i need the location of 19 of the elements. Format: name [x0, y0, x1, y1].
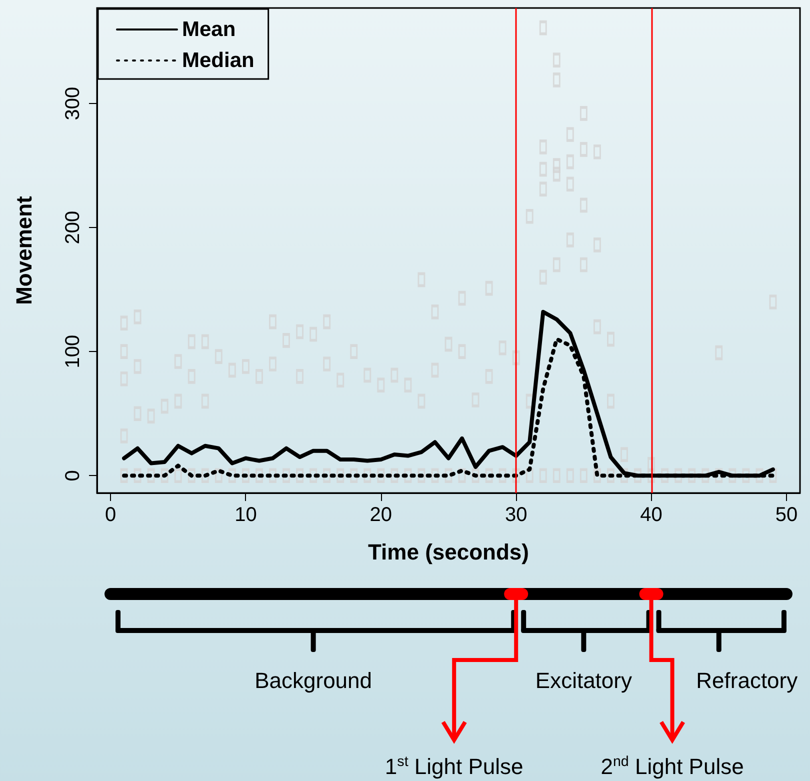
- legend-label: Median: [182, 49, 254, 72]
- legend-label: Mean: [182, 18, 236, 41]
- x-tick-label: 30: [504, 504, 528, 526]
- x-tick-label: 10: [234, 504, 257, 526]
- x-axis-title: Time (seconds): [368, 540, 529, 564]
- y-axis-title: Movement: [12, 195, 36, 305]
- text: 2$^{nd}$ Light Pulse: [600, 754, 744, 779]
- y-tick-label: 200: [62, 210, 84, 244]
- text: Background: [254, 668, 372, 693]
- text: 1$^{st}$ Light Pulse: [384, 754, 524, 779]
- y-tick-label: 100: [62, 334, 84, 368]
- x-tick-label: 50: [775, 504, 798, 526]
- y-tick-label: 0: [62, 470, 84, 482]
- x-tick-label: 40: [640, 504, 662, 526]
- text: Excitatory: [535, 668, 632, 693]
- x-tick-label: 20: [370, 504, 392, 526]
- y-tick-label: 300: [62, 86, 84, 120]
- x-tick-label: 0: [104, 504, 116, 526]
- text: Refractory: [696, 668, 798, 693]
